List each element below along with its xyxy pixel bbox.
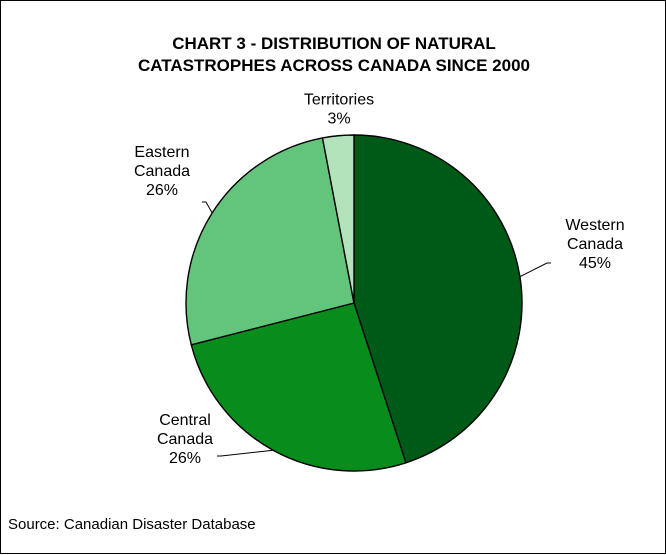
slice-category-label: Central <box>159 412 211 429</box>
chart-title-line-1: CHART 3 - DISTRIBUTION OF NATURAL <box>172 34 496 53</box>
pie-slice-territories <box>321 134 355 304</box>
slice-category-label: Canada <box>567 236 623 253</box>
slice-category-label: Canada <box>134 163 190 180</box>
slice-value-label: 26% <box>146 182 178 199</box>
chart-title: CHART 3 - DISTRIBUTION OF NATURAL CATAST… <box>1 33 666 77</box>
slice-value-label: 3% <box>327 111 350 128</box>
leader-line <box>217 449 274 457</box>
slice-value-label: 26% <box>169 450 201 467</box>
slice-category-label: Western <box>565 217 624 234</box>
slice-value-label: 45% <box>579 255 611 272</box>
slice-category-label: Territories <box>304 92 374 109</box>
leader-line <box>519 262 551 278</box>
leader-line <box>202 201 213 214</box>
slice-category-label: Canada <box>157 431 213 448</box>
chart-title-line-2: CATASTROPHES ACROSS CANADA SINCE 2000 <box>137 56 530 75</box>
slice-category-label: Eastern <box>134 144 189 161</box>
source-note: Source: Canadian Disaster Database <box>8 516 256 533</box>
